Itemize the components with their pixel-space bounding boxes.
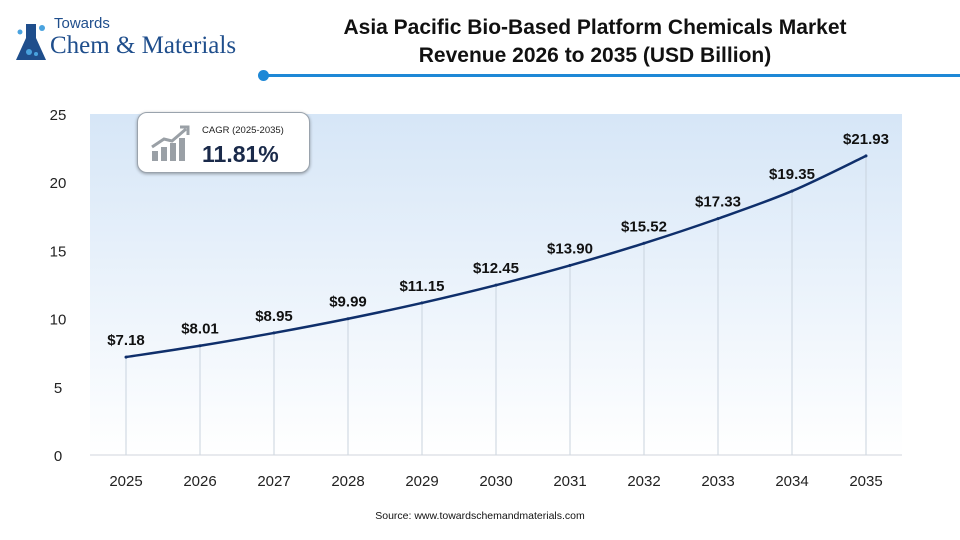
cagr-callout: CAGR (2025-2035) 11.81% — [137, 112, 310, 173]
data-label: $13.90 — [547, 240, 593, 257]
data-label: $15.52 — [621, 218, 667, 235]
x-tick-label: 2031 — [553, 473, 586, 490]
data-label: $11.15 — [399, 278, 444, 295]
x-tick-label: 2026 — [183, 473, 216, 490]
data-label: $9.99 — [329, 294, 367, 311]
data-label: $8.01 — [181, 321, 219, 338]
data-point — [124, 355, 128, 359]
flask-icon — [16, 24, 46, 60]
data-point — [494, 283, 498, 287]
data-label: $7.18 — [107, 332, 145, 349]
x-tick-label: 2035 — [849, 473, 882, 490]
data-point — [864, 154, 868, 158]
x-tick-label: 2030 — [479, 473, 512, 490]
data-label: $17.33 — [695, 194, 741, 211]
logo-line1: Towards — [54, 15, 110, 32]
x-tick-label: 2033 — [701, 473, 734, 490]
y-tick-label: 5 — [54, 380, 62, 397]
growth-chart-icon — [151, 125, 190, 161]
y-tick-label: 15 — [50, 243, 67, 260]
title-divider-dot — [258, 70, 269, 81]
cagr-label: CAGR (2025-2035) — [202, 125, 284, 136]
source-note: Source: www.towardschemandmaterials.com — [375, 510, 585, 522]
y-tick-label: 10 — [50, 312, 67, 329]
x-tick-label: 2028 — [331, 473, 364, 490]
chart-title-line1: Asia Pacific Bio-Based Platform Chemical… — [343, 16, 847, 39]
y-tick-label: 25 — [50, 107, 67, 124]
data-point — [272, 331, 276, 335]
data-point — [346, 317, 350, 321]
data-point — [568, 263, 572, 267]
chart-title-line2: Revenue 2026 to 2035 (USD Billion) — [418, 44, 772, 67]
y-tick-label: 20 — [50, 175, 67, 192]
x-tick-label: 2025 — [109, 473, 142, 490]
cagr-value: 11.81% — [202, 141, 279, 167]
brand-logo: Towards Chem & Materials — [14, 14, 254, 70]
chart-title: Asia Pacific Bio-Based Platform Chemical… — [280, 14, 910, 70]
x-tick-label: 2034 — [775, 473, 808, 490]
data-label: $12.45 — [473, 260, 519, 277]
data-point — [716, 217, 720, 221]
data-point — [642, 241, 646, 245]
x-tick-label: 2027 — [257, 473, 290, 490]
data-label: $21.93 — [843, 131, 889, 148]
x-tick-label: 2029 — [405, 473, 438, 490]
data-point — [198, 344, 202, 348]
data-label: $19.35 — [769, 166, 815, 183]
data-label: $8.95 — [255, 308, 293, 325]
title-divider — [262, 74, 960, 77]
data-point — [420, 301, 424, 305]
data-point — [790, 189, 794, 193]
x-tick-label: 2032 — [627, 473, 660, 490]
logo-line2: Chem & Materials — [50, 32, 237, 59]
y-tick-label: 0 — [54, 448, 62, 465]
